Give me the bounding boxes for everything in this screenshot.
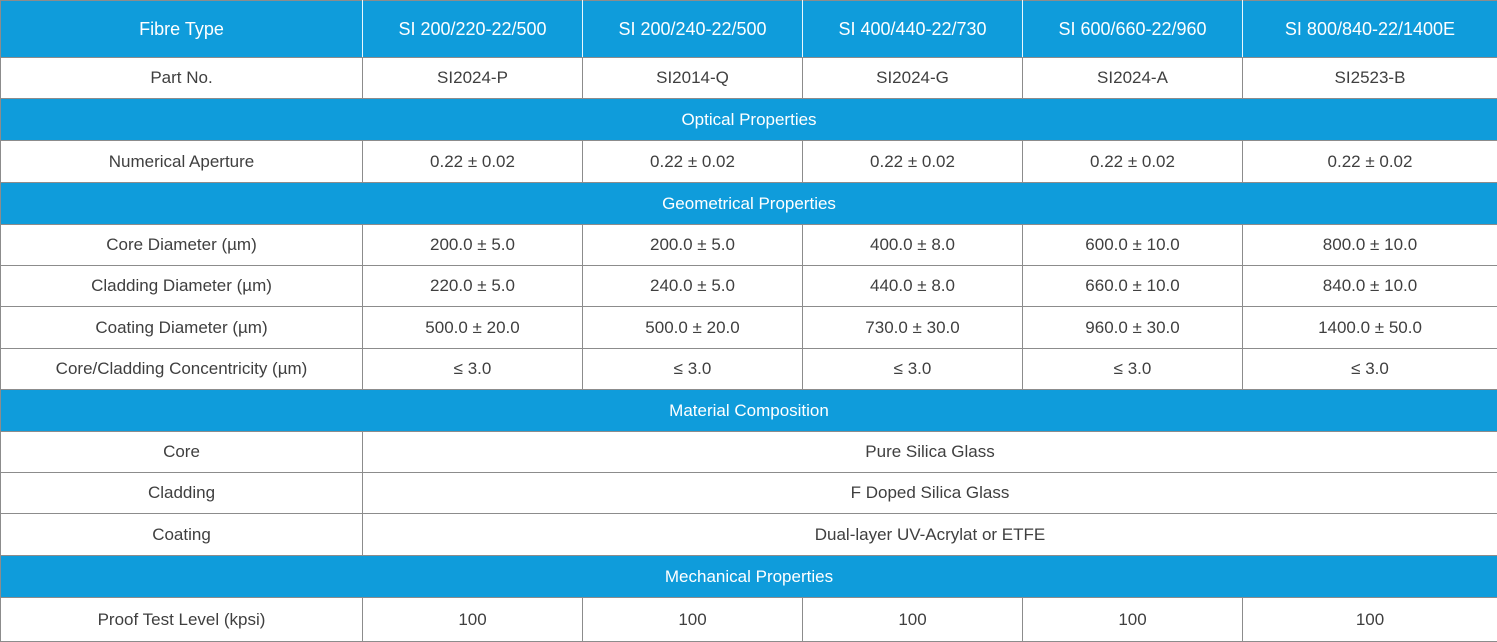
column-header-fibre-5: SI 800/840-22/1400E	[1242, 0, 1497, 58]
spec-value: 730.0 ± 30.0	[802, 306, 1023, 349]
coating-diameter-row: Coating Diameter (µm) 500.0 ± 20.0 500.0…	[0, 306, 1497, 349]
section-row-material: Material Composition	[0, 389, 1497, 432]
column-header-fibre-1: SI 200/220-22/500	[362, 0, 583, 58]
cladding-diameter-row: Cladding Diameter (µm) 220.0 ± 5.0 240.0…	[0, 265, 1497, 307]
spec-value: ≤ 3.0	[362, 348, 583, 390]
corner-header-fibre-type: Fibre Type	[0, 0, 363, 58]
part-no-row: Part No. SI2024-P SI2014-Q SI2024-G SI20…	[0, 57, 1497, 99]
section-header-material: Material Composition	[0, 389, 1497, 432]
row-label-cladding-diameter: Cladding Diameter (µm)	[0, 265, 363, 307]
row-label-cladding: Cladding	[0, 472, 363, 514]
spec-value: 440.0 ± 8.0	[802, 265, 1023, 307]
spec-value: 220.0 ± 5.0	[362, 265, 583, 307]
section-row-optical: Optical Properties	[0, 98, 1497, 141]
spec-value: 100	[362, 597, 583, 642]
row-label-core: Core	[0, 431, 363, 473]
section-header-geometrical: Geometrical Properties	[0, 182, 1497, 225]
spec-value: 400.0 ± 8.0	[802, 224, 1023, 266]
spec-value: 100	[582, 597, 803, 642]
spec-value: 500.0 ± 20.0	[362, 306, 583, 349]
spec-value: 200.0 ± 5.0	[362, 224, 583, 266]
spec-value: 0.22 ± 0.02	[1022, 140, 1243, 183]
concentricity-row: Core/Cladding Concentricity (µm) ≤ 3.0 ≤…	[0, 348, 1497, 390]
part-no-value: SI2014-Q	[582, 57, 803, 99]
spec-value: 840.0 ± 10.0	[1242, 265, 1497, 307]
spec-value: 0.22 ± 0.02	[1242, 140, 1497, 183]
part-no-value: SI2024-P	[362, 57, 583, 99]
section-row-mechanical: Mechanical Properties	[0, 555, 1497, 598]
spec-value: 660.0 ± 10.0	[1022, 265, 1243, 307]
spec-value: ≤ 3.0	[802, 348, 1023, 390]
material-cladding-row: Cladding F Doped Silica Glass	[0, 472, 1497, 514]
spec-value: ≤ 3.0	[1242, 348, 1497, 390]
material-coating-row: Coating Dual-layer UV-Acrylat or ETFE	[0, 513, 1497, 556]
spec-value: 100	[802, 597, 1023, 642]
core-diameter-row: Core Diameter (µm) 200.0 ± 5.0 200.0 ± 5…	[0, 224, 1497, 266]
material-coating-value: Dual-layer UV-Acrylat or ETFE	[362, 513, 1497, 556]
column-header-fibre-3: SI 400/440-22/730	[802, 0, 1023, 58]
row-label-proof-test: Proof Test Level (kpsi)	[0, 597, 363, 642]
spec-value: ≤ 3.0	[582, 348, 803, 390]
spec-value: 500.0 ± 20.0	[582, 306, 803, 349]
spec-value: 960.0 ± 30.0	[1022, 306, 1243, 349]
material-core-row: Core Pure Silica Glass	[0, 431, 1497, 473]
spec-value: 0.22 ± 0.02	[802, 140, 1023, 183]
spec-value: 240.0 ± 5.0	[582, 265, 803, 307]
section-header-mechanical: Mechanical Properties	[0, 555, 1497, 598]
column-header-fibre-2: SI 200/240-22/500	[582, 0, 803, 58]
section-header-optical: Optical Properties	[0, 98, 1497, 141]
spec-value: 0.22 ± 0.02	[362, 140, 583, 183]
row-label-numerical-aperture: Numerical Aperture	[0, 140, 363, 183]
spec-value: 800.0 ± 10.0	[1242, 224, 1497, 266]
spec-value: 100	[1022, 597, 1243, 642]
section-row-geometrical: Geometrical Properties	[0, 182, 1497, 225]
table-header-row: Fibre Type SI 200/220-22/500 SI 200/240-…	[0, 0, 1497, 58]
proof-test-row: Proof Test Level (kpsi) 100 100 100 100 …	[0, 597, 1497, 642]
column-header-fibre-4: SI 600/660-22/960	[1022, 0, 1243, 58]
spec-value: 200.0 ± 5.0	[582, 224, 803, 266]
part-no-value: SI2523-B	[1242, 57, 1497, 99]
row-label-coating-diameter: Coating Diameter (µm)	[0, 306, 363, 349]
material-cladding-value: F Doped Silica Glass	[362, 472, 1497, 514]
spec-value: 0.22 ± 0.02	[582, 140, 803, 183]
row-label-core-diameter: Core Diameter (µm)	[0, 224, 363, 266]
numerical-aperture-row: Numerical Aperture 0.22 ± 0.02 0.22 ± 0.…	[0, 140, 1497, 183]
spec-value: ≤ 3.0	[1022, 348, 1243, 390]
spec-value: 100	[1242, 597, 1497, 642]
material-core-value: Pure Silica Glass	[362, 431, 1497, 473]
row-label-coating: Coating	[0, 513, 363, 556]
part-no-value: SI2024-G	[802, 57, 1023, 99]
row-label-concentricity: Core/Cladding Concentricity (µm)	[0, 348, 363, 390]
spec-value: 1400.0 ± 50.0	[1242, 306, 1497, 349]
spec-value: 600.0 ± 10.0	[1022, 224, 1243, 266]
row-label-part-no: Part No.	[0, 57, 363, 99]
part-no-value: SI2024-A	[1022, 57, 1243, 99]
